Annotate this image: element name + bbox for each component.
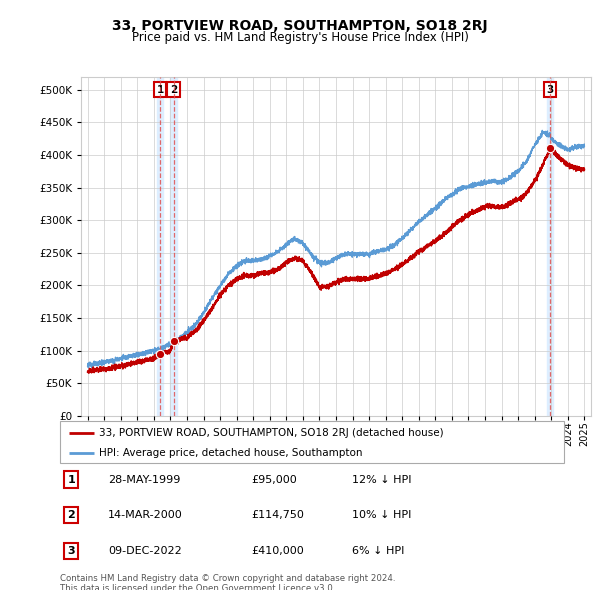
Text: 3: 3 <box>67 546 75 556</box>
Text: 14-MAR-2000: 14-MAR-2000 <box>108 510 182 520</box>
Text: 33, PORTVIEW ROAD, SOUTHAMPTON, SO18 2RJ (detached house): 33, PORTVIEW ROAD, SOUTHAMPTON, SO18 2RJ… <box>100 428 444 438</box>
Bar <box>170 77 177 416</box>
Text: 33, PORTVIEW ROAD, SOUTHAMPTON, SO18 2RJ: 33, PORTVIEW ROAD, SOUTHAMPTON, SO18 2RJ <box>112 19 488 33</box>
Text: £410,000: £410,000 <box>251 546 304 556</box>
Text: 2: 2 <box>67 510 75 520</box>
Text: 09-DEC-2022: 09-DEC-2022 <box>108 546 182 556</box>
Text: 3: 3 <box>547 85 554 95</box>
Text: HPI: Average price, detached house, Southampton: HPI: Average price, detached house, Sout… <box>100 448 363 457</box>
Bar <box>157 77 163 416</box>
Text: Contains HM Land Registry data © Crown copyright and database right 2024.
This d: Contains HM Land Registry data © Crown c… <box>60 574 395 590</box>
Text: £95,000: £95,000 <box>251 474 297 484</box>
Text: £114,750: £114,750 <box>251 510 304 520</box>
Text: 1: 1 <box>157 85 164 95</box>
Text: 12% ↓ HPI: 12% ↓ HPI <box>352 474 412 484</box>
Text: 10% ↓ HPI: 10% ↓ HPI <box>352 510 412 520</box>
Text: 28-MAY-1999: 28-MAY-1999 <box>108 474 180 484</box>
Text: 6% ↓ HPI: 6% ↓ HPI <box>352 546 404 556</box>
Text: Price paid vs. HM Land Registry's House Price Index (HPI): Price paid vs. HM Land Registry's House … <box>131 31 469 44</box>
Bar <box>547 77 553 416</box>
Text: 1: 1 <box>67 474 75 484</box>
Text: 2: 2 <box>170 85 178 95</box>
